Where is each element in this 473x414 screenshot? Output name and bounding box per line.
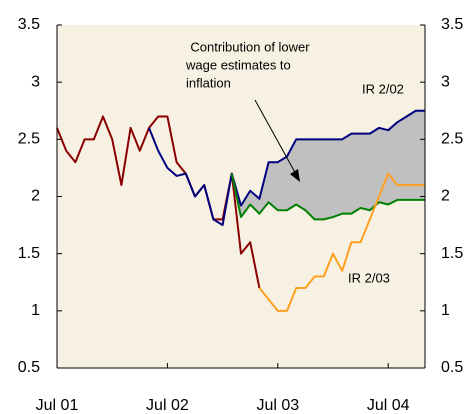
y-tick-label: 3 xyxy=(31,73,40,90)
y-tick-label: 1 xyxy=(31,302,40,319)
x-tick-label: Jul 03 xyxy=(256,397,299,414)
y2-tick-label: 3.5 xyxy=(441,16,463,33)
shaded-area xyxy=(231,110,425,220)
annotation: inflation xyxy=(186,75,231,90)
series-line xyxy=(258,172,425,312)
y2-tick-label: 2 xyxy=(441,188,450,205)
x-tick-label: Jul 01 xyxy=(36,397,79,414)
annotation: IR 2/02 xyxy=(362,81,404,96)
annotation: wage estimates to xyxy=(185,57,291,72)
x-tick-label: Jul 04 xyxy=(367,397,410,414)
annotation-arrow xyxy=(254,99,298,177)
annotation: IR 2/03 xyxy=(348,270,390,285)
y-tick-label: 2 xyxy=(31,188,40,205)
series-line xyxy=(148,109,425,227)
y-tick-label: 1.5 xyxy=(18,245,40,262)
y-tick-label: 3.5 xyxy=(18,16,40,33)
y2-tick-label: 1 xyxy=(441,302,450,319)
y2-tick-label: 0.5 xyxy=(441,359,463,376)
y2-tick-label: 2.5 xyxy=(441,131,463,148)
x-tick-label: Jul 02 xyxy=(146,397,189,414)
arrow-head xyxy=(290,169,300,182)
annotation: Contribution of lower xyxy=(190,39,310,54)
y-tick-label: 2.5 xyxy=(18,131,40,148)
series-line xyxy=(230,173,425,221)
y2-tick-label: 3 xyxy=(441,73,450,90)
y-tick-label: 0.5 xyxy=(18,359,40,376)
y2-tick-label: 1.5 xyxy=(441,245,463,262)
